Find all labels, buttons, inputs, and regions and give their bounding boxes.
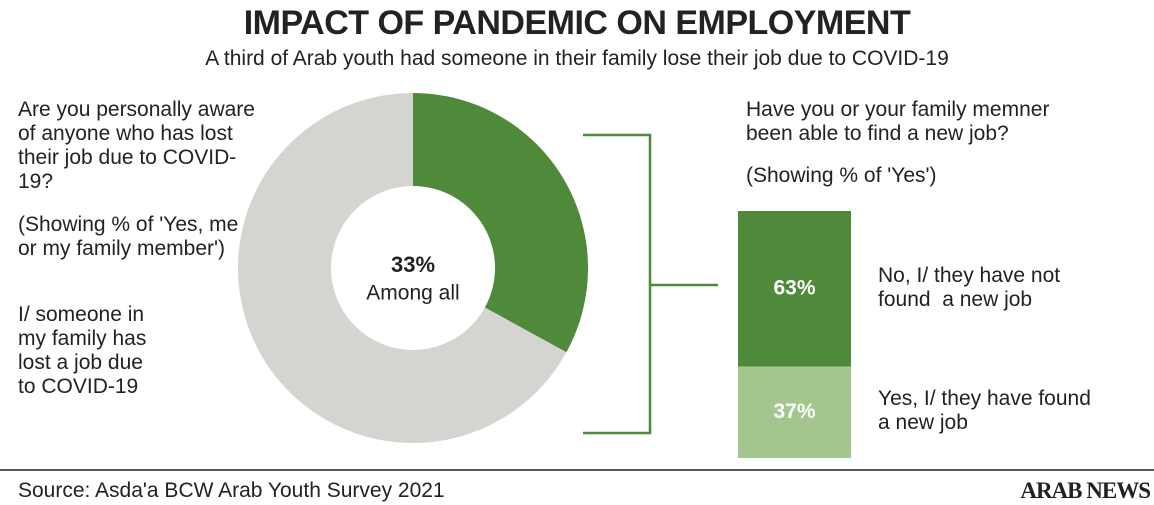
bar-segment [738,211,851,367]
bar-segment [738,366,851,458]
category-label: Yes, I/ they have found a new job [878,387,1103,435]
answer: I/ someone in my family has lost a job d… [18,303,147,399]
question: Are you personally aware of anyone who h… [18,98,255,194]
donut-segment [238,93,567,443]
value-label: 37% [773,400,815,423]
center-text: Among all [366,282,459,305]
note: (Showing % of 'Yes') [746,164,937,187]
source: Source: Asda'a BCW Arab Youth Survey 202… [18,479,445,502]
logo: ARAB NEWS [1020,478,1151,503]
title: IMPACT OF PANDEMIC ON EMPLOYMENT [243,4,911,42]
bracket [583,133,652,435]
note: (Showing % of 'Yes, me or my family memb… [18,213,239,261]
subtitle: A third of Arab youth had someone in the… [205,47,949,70]
donut-segment [413,93,589,353]
category-label: No, I/ they have not found a new job [878,263,1066,311]
value-label: 33% [391,252,435,277]
value-label: 63% [773,276,815,299]
question: Have you or your family memner been able… [746,98,1050,146]
